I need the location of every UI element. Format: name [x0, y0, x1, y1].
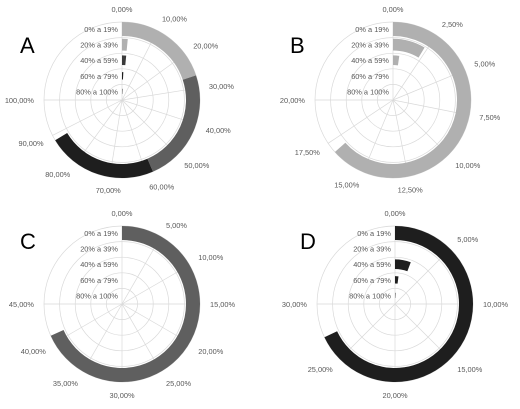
bar [50, 226, 200, 382]
bar-segment [121, 22, 196, 80]
panel-d: 0,00% 5,00% 10,00% 15,00% 20,00% 25,00% 30,00%… [282, 209, 509, 400]
category-label: 40% a 59% [80, 260, 118, 269]
tick-label: 25,00% [166, 379, 191, 388]
panel-a: 0,00% 10,00% 20,00% 30,00% 40,00% 50,00% 60,00… [5, 5, 235, 195]
tick-label: 10,00% [483, 300, 508, 309]
tick-label: 40,00% [206, 126, 231, 135]
tick-label: 80,00% [45, 170, 70, 179]
grid-circle [74, 52, 170, 148]
category-label: 0% a 19% [84, 229, 118, 238]
tick-label: 15,00% [334, 180, 359, 189]
tick-label: 20,00% [193, 41, 218, 50]
grid-circle [377, 84, 409, 116]
tick-label: 60,00% [149, 183, 174, 192]
category-label: 80% a 100% [347, 87, 389, 96]
category-label: 60% a 79% [80, 72, 118, 81]
panel-label: D [300, 229, 316, 254]
tick-label: 12,50% [398, 185, 423, 194]
tick-label: 35,00% [53, 379, 78, 388]
spoke [327, 99, 394, 144]
tick-label: 20,00% [198, 347, 223, 356]
tick-label: 45,00% [9, 300, 34, 309]
category-label: 60% a 79% [351, 72, 389, 81]
category-label: 20% a 39% [353, 245, 391, 254]
grid-circle [345, 52, 441, 148]
tick-label: 20,00% [280, 96, 305, 105]
tick-label: 25,00% [308, 365, 333, 374]
tick-label: 0,00% [383, 5, 404, 14]
bar-segment [55, 132, 153, 178]
tick-label: 20,00% [382, 391, 407, 400]
grid-circle [347, 256, 443, 352]
grid-circle [59, 37, 185, 163]
category-label: 0% a 19% [355, 25, 389, 34]
tick-label: 0,00% [385, 209, 406, 218]
tick-label: 15,00% [457, 365, 482, 374]
panel-label: B [290, 33, 305, 58]
tick-label: 10,00% [198, 253, 223, 262]
tick-label: 10,00% [162, 15, 187, 24]
grid-circle [90, 68, 154, 132]
category-label: 80% a 100% [76, 291, 118, 300]
category-label: 0% a 19% [357, 229, 391, 238]
bar-segment [147, 75, 200, 172]
grid-circle [90, 272, 154, 336]
bar [392, 38, 425, 58]
tick-label: 100,00% [5, 96, 35, 105]
panel-label: A [20, 33, 35, 58]
category-label: 20% a 39% [351, 41, 389, 50]
bar [334, 22, 471, 178]
grid-circle [379, 288, 411, 320]
grid-circle [106, 288, 138, 320]
tick-label: 7,50% [479, 113, 500, 122]
tick-label: 15,00% [210, 300, 235, 309]
grid-circle [330, 37, 456, 163]
tick-label: 5,00% [166, 221, 187, 230]
grid-circle [59, 241, 185, 367]
bar [324, 226, 473, 382]
category-label: 80% a 100% [76, 87, 118, 96]
grid-circle [74, 256, 170, 352]
tick-label: 90,00% [19, 139, 44, 148]
category-label: 0% a 19% [84, 25, 118, 34]
tick-label: 5,00% [457, 235, 478, 244]
category-label: 40% a 59% [353, 260, 391, 269]
bar [394, 259, 411, 272]
grid-circle [363, 272, 427, 336]
category-label: 40% a 59% [80, 56, 118, 65]
tick-label: 30,00% [282, 300, 307, 309]
category-label: 20% a 39% [80, 245, 118, 254]
tick-label: 40,00% [21, 347, 46, 356]
panel-b: 0,00% 2,50% 5,00% 7,50% 10,00% 12,50% 15,00% 17… [280, 5, 501, 194]
category-label: 40% a 59% [351, 56, 389, 65]
spoke [52, 99, 123, 136]
category-label: 80% a 100% [349, 291, 391, 300]
tick-label: 30,00% [209, 82, 234, 91]
tick-label: 17,50% [295, 148, 320, 157]
grid-circle [332, 241, 458, 367]
tick-label: 10,00% [455, 161, 480, 170]
tick-label: 70,00% [96, 186, 121, 195]
category-label: 60% a 79% [80, 276, 118, 285]
tick-label: 5,00% [474, 59, 495, 68]
panel-label: C [20, 229, 36, 254]
tick-label: 30,00% [109, 391, 134, 400]
tick-label: 0,00% [112, 5, 133, 14]
category-label: 20% a 39% [80, 41, 118, 50]
tick-label: 50,00% [184, 161, 209, 170]
category-label: 60% a 79% [353, 276, 391, 285]
panel-c: 0,00% 5,00% 10,00% 15,00% 20,00% 25,00% 30,00%… [9, 209, 236, 400]
grid-circle [106, 84, 138, 116]
tick-label: 0,00% [112, 209, 133, 218]
tick-label: 2,50% [442, 20, 463, 29]
grid-circle [361, 68, 425, 132]
